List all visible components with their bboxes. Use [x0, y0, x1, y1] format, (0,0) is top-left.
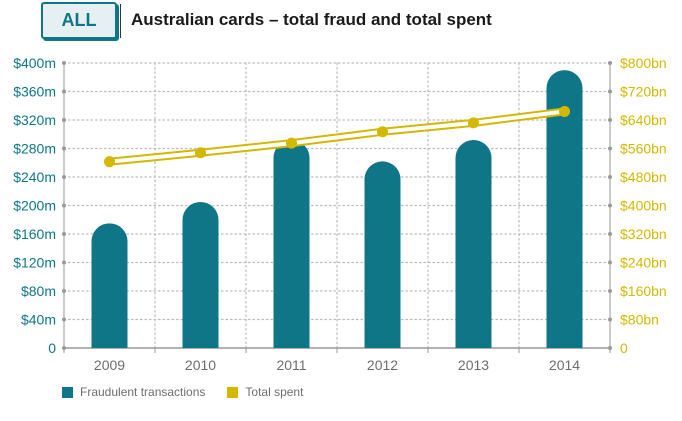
bar-2014	[546, 70, 583, 348]
y-left-tick-label: $240m	[13, 169, 56, 185]
chart-title: Australian cards – total fraud and total…	[131, 10, 492, 29]
x-tick-label: 2012	[367, 357, 398, 373]
spend-line	[104, 105, 570, 168]
axes	[62, 61, 612, 353]
spend-point-2010	[195, 147, 206, 159]
y-left-tick-label: $160m	[13, 226, 56, 242]
tick-labels: 0 0 $40m $80bn $80m $160bn $120m $240bn $160m $32…	[13, 55, 667, 373]
x-tick-label: 2010	[185, 357, 216, 373]
legend-label-fraud: Fraudulent transactions	[80, 385, 206, 399]
spend-point-2011	[286, 137, 297, 149]
y-left-tick-label: $360m	[13, 84, 56, 100]
y-left-tick-label: $320m	[13, 112, 56, 128]
spend-point-2009	[104, 156, 115, 168]
legend-swatch-spent	[227, 386, 239, 398]
y-left-tick-label: $200m	[13, 198, 56, 214]
bars	[91, 70, 583, 348]
y-left-tick-label: $400m	[13, 55, 56, 71]
spend-line-inner	[107, 109, 567, 164]
x-tick-label: 2009	[94, 357, 125, 373]
bar-2010	[182, 201, 219, 348]
spend-point-2012	[377, 126, 388, 138]
y-right-tick-label: $160bn	[620, 283, 667, 299]
bar-2013	[455, 139, 492, 348]
y-right-tick-label: $560bn	[620, 141, 667, 157]
legend-item-fraud: Fraudulent transactions	[62, 385, 205, 399]
y-right-tick-label: 0	[620, 340, 628, 356]
y-left-tick-label: $40m	[21, 312, 56, 328]
legend-label-spent: Total spent	[245, 385, 304, 399]
y-right-tick-label: $800bn	[620, 55, 667, 71]
bar-2012	[364, 161, 401, 348]
legend-swatch-fraud	[62, 386, 73, 398]
y-left-tick-label: $120m	[13, 255, 56, 271]
legend-item-spent: Total spent	[227, 385, 303, 399]
y-right-tick-label: $480bn	[620, 169, 667, 185]
y-left-tick-label: $280m	[13, 141, 56, 157]
x-tick-label: 2014	[549, 357, 580, 373]
all-badge[interactable]: ALL	[41, 2, 117, 39]
y-left-tick-label: $80m	[21, 283, 56, 299]
title-divider	[120, 4, 121, 38]
legend: Fraudulent transactions Total spent	[62, 385, 303, 399]
x-tick-label: 2011	[276, 357, 306, 373]
y-right-tick-label: $80bn	[620, 312, 659, 328]
spend-point-2013	[468, 117, 479, 129]
bar-2009	[91, 223, 128, 348]
bar-2011	[273, 139, 310, 348]
y-left-tick-label: 0	[48, 340, 56, 356]
y-right-tick-label: $640bn	[620, 112, 667, 128]
x-tick-label: 2013	[458, 357, 489, 373]
gridlines	[63, 62, 611, 349]
y-right-tick-label: $320bn	[620, 226, 667, 242]
spend-point-2014	[559, 105, 570, 117]
y-right-tick-label: $240bn	[620, 255, 667, 271]
y-right-tick-label: $720bn	[620, 84, 667, 100]
y-right-tick-label: $400bn	[620, 198, 667, 214]
